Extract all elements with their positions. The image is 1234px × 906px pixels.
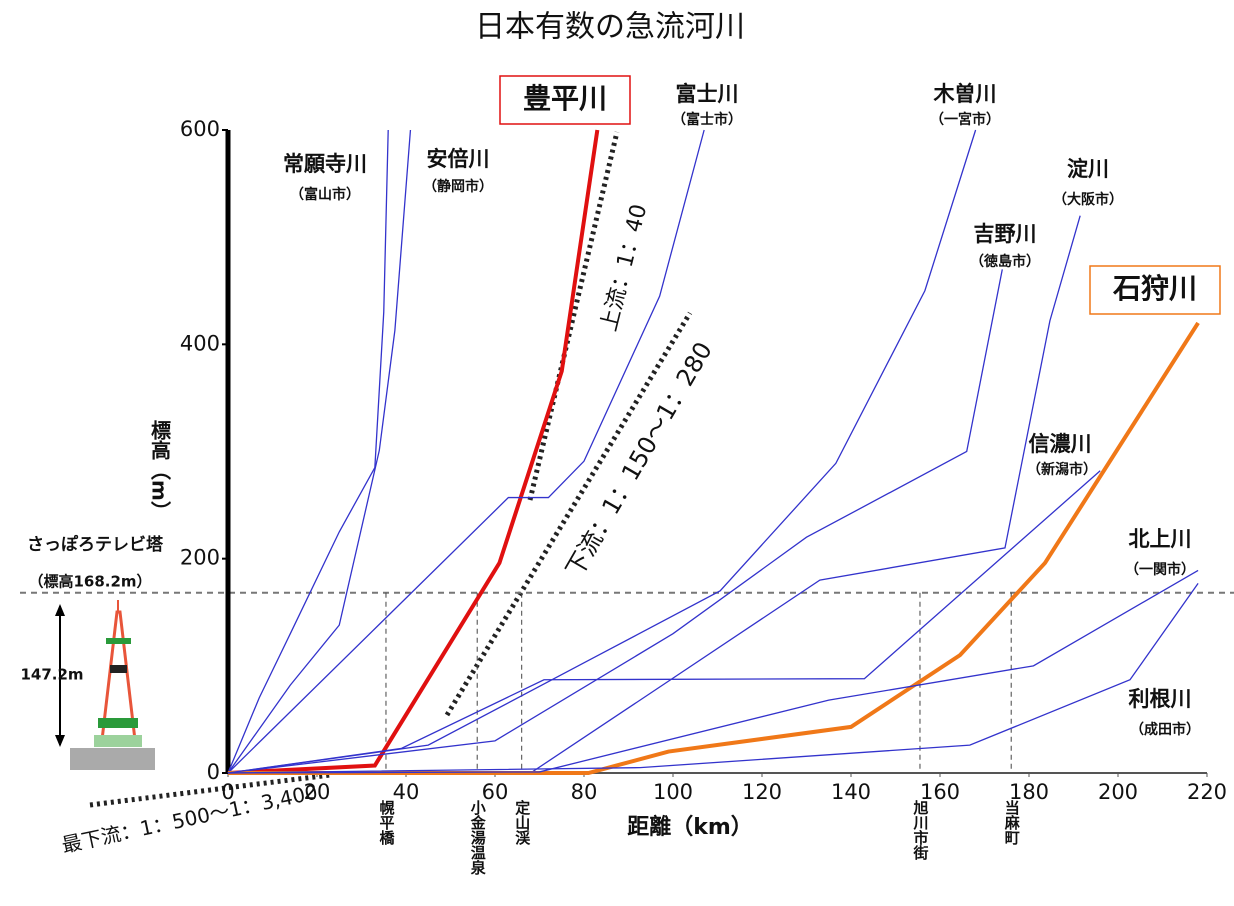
x-tick-label: 20 [304, 780, 331, 804]
x-axis-label: 距離（km） [627, 814, 753, 840]
x-tick-label: 120 [742, 780, 782, 804]
reference-label: さっぽろテレビ塔 [27, 534, 164, 555]
series-label: 淀川 [1067, 157, 1109, 181]
x-tick-label: 220 [1187, 780, 1227, 804]
reference-point-label: 小金湯温泉 [469, 800, 487, 876]
series-label: 北上川 [1129, 527, 1192, 551]
x-tick-label: 160 [920, 780, 960, 804]
y-tick-label: 400 [180, 331, 220, 355]
series-sublabel: （一関市） [1125, 561, 1195, 578]
y-tick-label: 200 [180, 546, 220, 570]
series-label: 富士川 [676, 82, 739, 106]
river-line [228, 130, 388, 773]
x-tick-label: 180 [1009, 780, 1049, 804]
series-label: 信濃川 [1029, 432, 1092, 456]
series-label: 利根川 [1129, 687, 1192, 711]
x-tick-label: 80 [571, 780, 598, 804]
y-tick-label: 0 [207, 760, 220, 784]
series-sublabel: （富士市） [672, 111, 742, 128]
river-line [228, 323, 1198, 773]
series-sublabel: （富山市） [290, 186, 360, 203]
x-tick-label: 40 [393, 780, 420, 804]
chart-title: 日本有数の急流河川 [475, 10, 745, 45]
river-line [228, 130, 410, 773]
reference-sublabel: （標高168.2m） [28, 573, 151, 591]
river-line [228, 471, 1100, 773]
series-label: 石狩川 [1112, 272, 1197, 305]
x-tick-label: 0 [221, 780, 234, 804]
x-tick-label: 200 [1098, 780, 1138, 804]
tower-height-label: 147.2m [20, 666, 83, 684]
series-sublabel: （成田市） [1130, 721, 1200, 738]
x-tick-label: 60 [482, 780, 509, 804]
y-axis-label: 標高（m） [148, 419, 172, 521]
series-label: 安倍川 [427, 147, 490, 171]
series-sublabel: （大阪市） [1053, 191, 1123, 208]
series-label: 豊平川 [523, 82, 607, 115]
x-tick-label: 100 [653, 780, 693, 804]
reference-point-label: 幌平橋 [377, 799, 395, 846]
river-line [228, 570, 1198, 773]
river-line [228, 216, 1080, 773]
x-tick-label: 140 [831, 780, 871, 804]
series-label: 木曽川 [933, 82, 997, 106]
annotation: 上流：1：40 [597, 202, 653, 334]
reference-point-label: 当麻町 [1003, 799, 1021, 846]
page: 日本有数の急流河川 上流：1：40 下流：1：150〜1：280 最下流：1：5… [0, 0, 1234, 906]
y-tick-label: 600 [180, 117, 220, 141]
gradient-guide [447, 313, 690, 715]
series-sublabel: （静岡市） [423, 178, 493, 195]
tv-tower [55, 600, 155, 770]
reference-point-label: 定山渓 [513, 799, 531, 846]
series-sublabel: （一宮市） [930, 111, 1000, 128]
series-sublabel: （新潟市） [1027, 461, 1097, 478]
series-label: 常願寺川 [283, 152, 367, 176]
chart: 日本有数の急流河川 上流：1：40 下流：1：150〜1：280 最下流：1：5… [0, 0, 1234, 906]
series-sublabel: （徳島市） [970, 253, 1040, 270]
reference-point-label: 旭川市街 [911, 799, 929, 861]
series-label: 吉野川 [974, 222, 1037, 246]
